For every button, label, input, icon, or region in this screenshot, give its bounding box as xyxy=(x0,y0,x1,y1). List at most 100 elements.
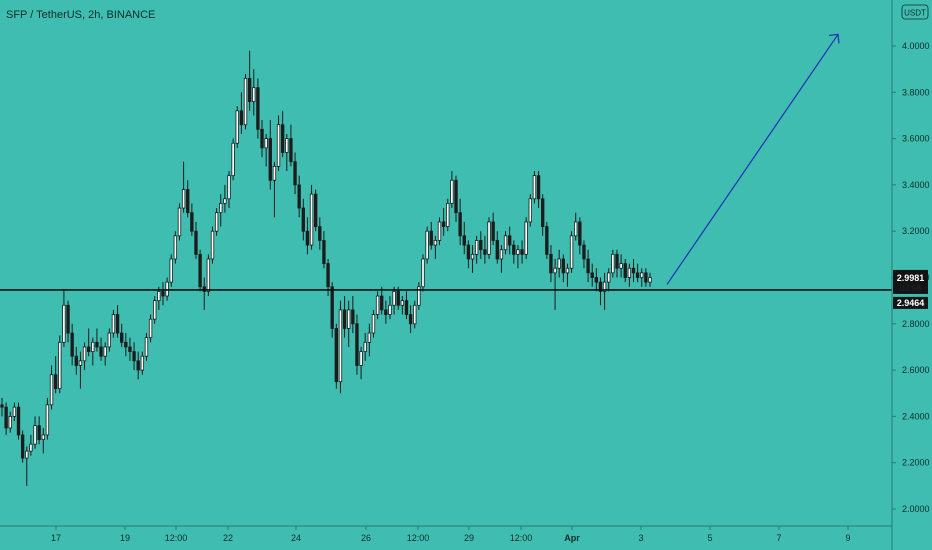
candle-body-up xyxy=(347,309,351,329)
candle xyxy=(524,217,528,259)
candle-body-up xyxy=(58,341,62,390)
candle xyxy=(454,175,458,222)
candle-body-down xyxy=(479,240,483,251)
candle-body-down xyxy=(190,212,194,232)
candle-body-down xyxy=(408,314,413,325)
candle-body-up xyxy=(640,272,644,278)
time-tick: 9 xyxy=(845,526,851,543)
candle xyxy=(582,240,586,269)
candle-body-down xyxy=(351,309,355,325)
candle xyxy=(86,328,91,357)
candle-body-down xyxy=(161,290,165,297)
currency-button[interactable]: USDT xyxy=(901,4,929,20)
forecast-arrow[interactable] xyxy=(666,34,839,285)
candle xyxy=(640,268,644,287)
candle-body-up xyxy=(272,165,277,181)
candle-body-up xyxy=(177,207,182,237)
candle-body-up xyxy=(41,434,45,440)
candle-body-down xyxy=(86,346,91,352)
time-tick: 24 xyxy=(291,526,301,543)
time-tick-label: 9 xyxy=(845,533,850,543)
candle-body-down xyxy=(380,295,384,311)
candle-body-up xyxy=(276,124,281,167)
candle-body-up xyxy=(363,341,367,352)
candle-body-up xyxy=(569,235,574,269)
candle xyxy=(70,323,74,366)
candle-body-down xyxy=(132,351,136,362)
price-tick-label: 2.0000 xyxy=(902,504,930,514)
candle-body-up xyxy=(49,374,54,406)
time-tick: 22 xyxy=(223,526,233,543)
candle-body-down xyxy=(384,309,388,315)
candle-body-down xyxy=(297,184,301,209)
time-tick-label: 26 xyxy=(361,533,371,543)
candle xyxy=(8,411,12,433)
candle xyxy=(491,212,495,246)
candle-body-down xyxy=(644,272,648,283)
candle-body-up xyxy=(503,235,508,251)
candle xyxy=(297,175,301,218)
candle-body-up xyxy=(12,406,17,417)
candle-body-up xyxy=(78,360,83,366)
candle xyxy=(499,245,504,273)
price-tick-label: 3.4000 xyxy=(902,180,930,190)
candle-body-down xyxy=(66,304,70,334)
candle xyxy=(136,351,140,380)
candle-body-up xyxy=(553,267,557,274)
candle-body-down xyxy=(590,272,594,278)
candle-body-down xyxy=(74,355,78,366)
candle-body-down xyxy=(16,406,21,436)
price-tick-label: 2.4000 xyxy=(902,411,930,421)
candle-body-down xyxy=(549,253,553,274)
candle xyxy=(392,286,396,315)
candle-body-up xyxy=(375,295,380,315)
candle xyxy=(433,235,438,259)
candle-body-up xyxy=(359,351,363,366)
candle xyxy=(74,346,78,375)
candle xyxy=(590,263,594,287)
candle-body-up xyxy=(450,179,454,204)
candle xyxy=(359,346,363,380)
candle-body-down xyxy=(326,263,330,288)
candle-body-down xyxy=(520,249,524,255)
candle-body-down xyxy=(578,221,582,246)
candle xyxy=(520,240,524,264)
candle-body-up xyxy=(62,304,66,343)
candle xyxy=(41,427,45,454)
time-tick-label: 5 xyxy=(707,533,712,543)
candle-body-down xyxy=(512,244,516,255)
candle xyxy=(322,231,326,269)
candle xyxy=(124,333,128,357)
candle xyxy=(190,203,194,236)
candle xyxy=(479,231,483,259)
candle-body-down xyxy=(594,277,599,283)
candle xyxy=(512,240,516,264)
candle-body-up xyxy=(227,175,231,200)
time-tick: 29 xyxy=(464,526,474,543)
candle-body-down xyxy=(454,179,458,214)
candle-body-up xyxy=(474,240,479,255)
candle xyxy=(611,249,615,278)
candle xyxy=(470,245,475,273)
candle-body-down xyxy=(458,212,462,237)
candle-body-up xyxy=(619,263,623,269)
candle-body-down xyxy=(561,258,566,274)
candle xyxy=(285,133,289,172)
candle-body-down xyxy=(20,434,25,459)
candle xyxy=(474,235,479,264)
candle xyxy=(607,268,611,292)
candle-body-down xyxy=(330,286,334,329)
time-tick-label: 7 xyxy=(776,533,781,543)
candle-body-up xyxy=(91,341,95,352)
time-axis[interactable]: 17 19 12:00 22 24 26 12:00 29 12:00 Apr 3 5 7 9 xyxy=(51,526,851,543)
candle xyxy=(256,78,260,139)
candle xyxy=(495,231,499,264)
price-tick-label: 2.8000 xyxy=(902,319,930,329)
candle xyxy=(569,231,574,273)
candle-body-up xyxy=(243,78,248,126)
candle xyxy=(115,305,120,338)
time-tick: 17 xyxy=(51,526,61,543)
